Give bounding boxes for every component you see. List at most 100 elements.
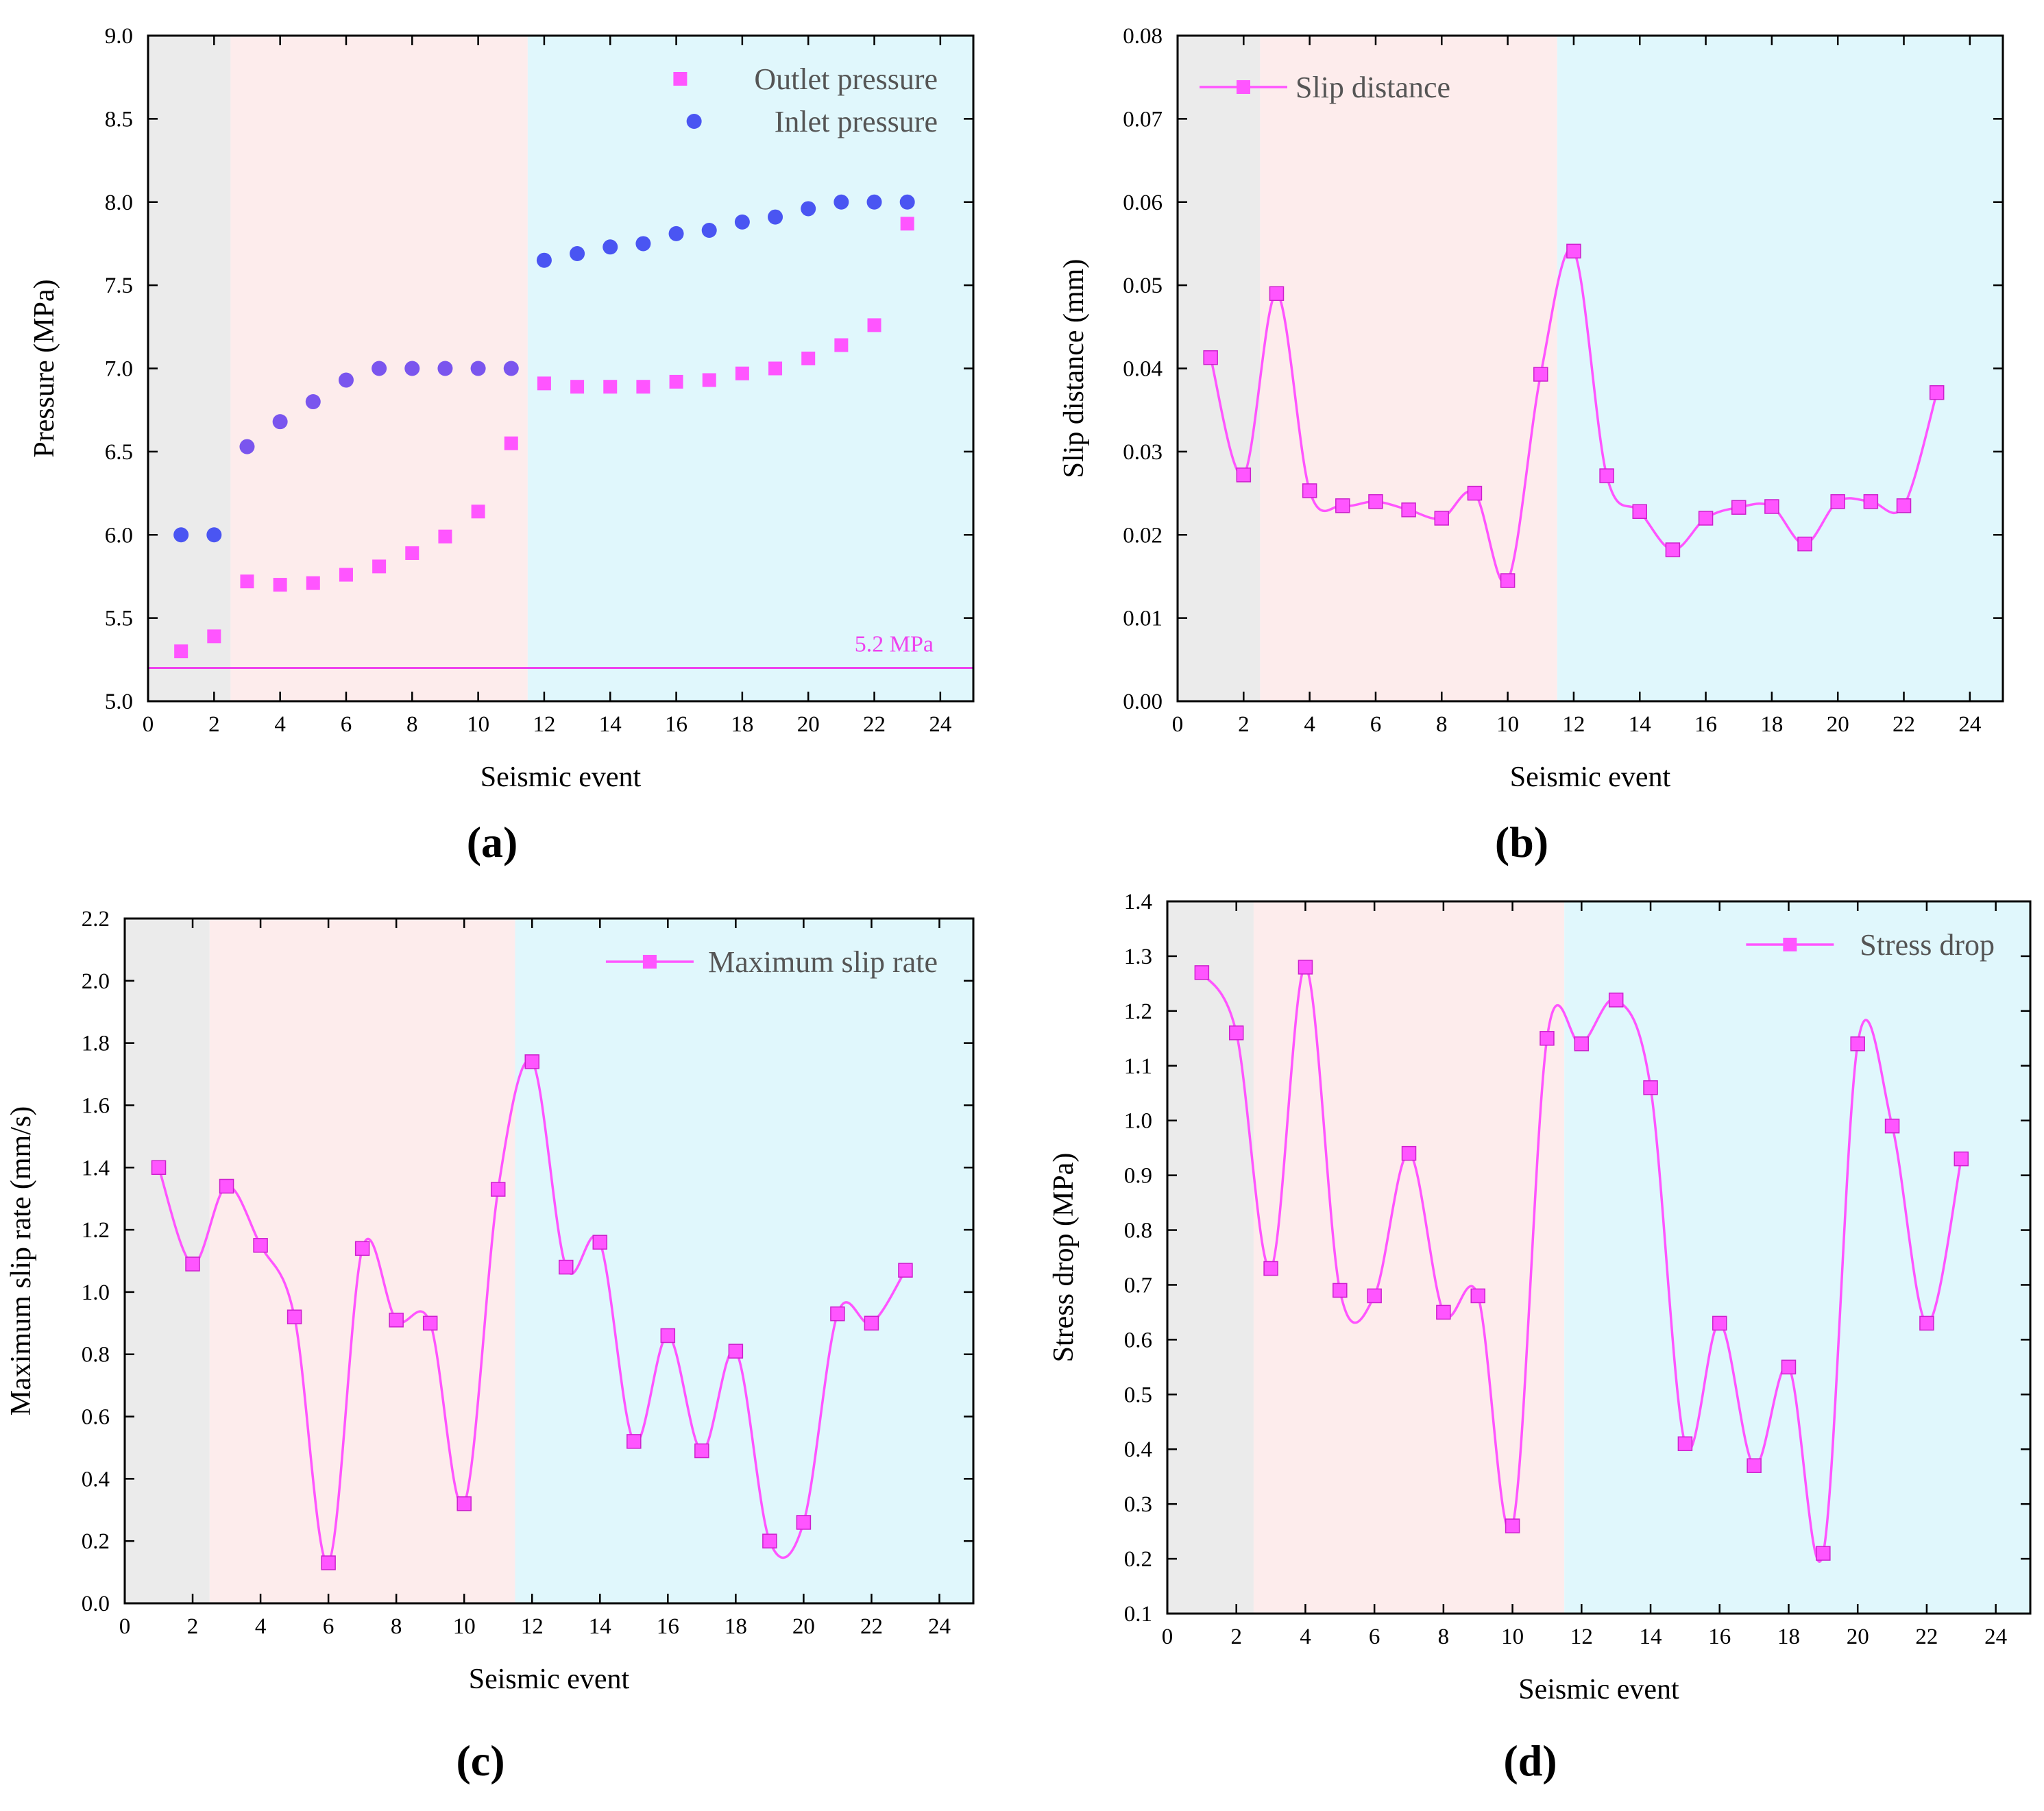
x-tick-label: 0	[143, 712, 154, 737]
x-tick-label: 4	[1304, 712, 1315, 737]
data-point	[422, 1315, 438, 1331]
data-point	[1712, 1315, 1727, 1331]
data-point	[253, 1238, 268, 1253]
data-point	[1816, 1546, 1831, 1561]
data-point	[471, 505, 485, 519]
x-tick-label: 0	[119, 1614, 131, 1639]
x-tick-label: 20	[792, 1614, 815, 1639]
data-point	[866, 194, 882, 210]
data-point	[1731, 500, 1747, 515]
data-point	[735, 366, 749, 380]
data-point	[702, 373, 716, 387]
y-tick-label: 0.4	[1124, 1437, 1152, 1462]
x-tick-label: 22	[1915, 1625, 1938, 1649]
data-point	[372, 559, 387, 574]
data-point	[1505, 1518, 1520, 1533]
data-point	[768, 361, 783, 376]
x-tick-label: 0	[1172, 712, 1184, 737]
x-tick-label: 4	[255, 1614, 267, 1639]
legend-label: Outlet pressure	[754, 62, 938, 96]
data-point	[801, 351, 816, 365]
data-point	[504, 436, 518, 450]
x-tick-label: 4	[274, 712, 286, 737]
x-tick-label: 10	[467, 712, 489, 737]
x-tick-label: 2	[1230, 1625, 1242, 1649]
data-point	[404, 361, 420, 376]
y-tick-label: 2.2	[82, 907, 110, 932]
panel-b: 0 2 4 6 8 10 12 14 16 18 20 22 240.000.010.020.030.0…	[1058, 24, 2004, 866]
panel-label: (d)	[1503, 1736, 1557, 1785]
x-tick-label: 12	[521, 1614, 544, 1639]
y-tick-label: 1.3	[1124, 945, 1152, 969]
data-point	[768, 209, 783, 225]
y-axis-label: Slip distance (mm)	[1058, 259, 1090, 478]
y-tick-label: 5.5	[105, 607, 133, 631]
data-point	[1228, 1025, 1244, 1041]
x-tick-label: 10	[1501, 1625, 1524, 1649]
data-point	[1467, 485, 1483, 501]
data-point	[1929, 385, 1945, 400]
legend-label: Stress drop	[1860, 928, 1995, 962]
y-tick-label: 1.2	[1124, 999, 1152, 1024]
y-tick-label: 0.6	[82, 1405, 110, 1430]
data-point	[1540, 1031, 1555, 1046]
x-axis-label: Seismic event	[1518, 1674, 1679, 1705]
region-band-1	[1253, 901, 1565, 1614]
data-point	[239, 439, 255, 454]
data-point	[762, 1533, 777, 1548]
data-point	[1698, 511, 1714, 526]
x-axis-label: Seismic event	[1510, 762, 1671, 793]
data-point	[306, 576, 320, 590]
data-point	[173, 527, 189, 543]
x-tick-label: 22	[860, 1614, 883, 1639]
data-point	[1747, 1458, 1762, 1473]
x-axis-label: Seismic event	[480, 762, 642, 793]
y-tick-label: 2.0	[82, 969, 110, 994]
y-tick-label: 0.9	[1124, 1164, 1152, 1189]
region-band-2	[515, 919, 973, 1603]
data-point	[1863, 494, 1879, 509]
data-point	[1677, 1436, 1693, 1451]
x-tick-label: 8	[406, 712, 418, 737]
data-point	[1566, 243, 1581, 259]
data-point	[559, 1259, 574, 1275]
x-tick-label: 6	[1370, 712, 1382, 737]
data-point	[1302, 483, 1317, 498]
panel-c: 0 2 4 6 8 10 12 14 16 18 20 22 240.00.20.40.60.81.01…	[5, 907, 975, 1785]
data-point	[219, 1178, 234, 1194]
x-axis-label: Seismic event	[469, 1664, 630, 1695]
data-point	[864, 1315, 879, 1331]
data-point	[1533, 367, 1548, 382]
x-tick-label: 12	[1570, 1625, 1593, 1649]
panel-label: (b)	[1495, 818, 1548, 866]
y-tick-label: 1.2	[82, 1218, 110, 1243]
data-point	[1298, 960, 1313, 975]
y-tick-label: 0.4	[82, 1467, 110, 1492]
data-point	[728, 1344, 744, 1359]
x-tick-label: 2	[208, 712, 220, 737]
x-tick-label: 22	[863, 712, 886, 737]
y-tick-label: 0.8	[1124, 1219, 1152, 1243]
data-point	[660, 1328, 676, 1344]
y-tick-label: 0.01	[1123, 607, 1163, 631]
data-point	[206, 527, 222, 543]
data-point	[470, 361, 486, 376]
data-point	[603, 239, 618, 255]
region-band-0	[148, 36, 231, 701]
x-tick-label: 24	[1984, 1625, 2007, 1649]
data-point	[272, 414, 288, 430]
x-tick-label: 18	[731, 712, 753, 737]
y-tick-label: 0.3	[1124, 1492, 1152, 1517]
y-tick-label: 0.2	[1124, 1547, 1152, 1572]
data-point	[734, 214, 750, 230]
data-point	[1643, 1080, 1658, 1095]
y-tick-label: 1.0	[82, 1280, 110, 1305]
y-tick-label: 0.1	[1124, 1602, 1152, 1627]
x-tick-label: 16	[1708, 1625, 1731, 1649]
data-point	[503, 361, 519, 376]
data-point	[898, 1263, 913, 1278]
x-tick-label: 24	[1958, 712, 1981, 737]
y-axis-label: Stress drop (MPa)	[1048, 1153, 1080, 1363]
data-point	[321, 1555, 336, 1570]
data-point	[1203, 350, 1218, 365]
